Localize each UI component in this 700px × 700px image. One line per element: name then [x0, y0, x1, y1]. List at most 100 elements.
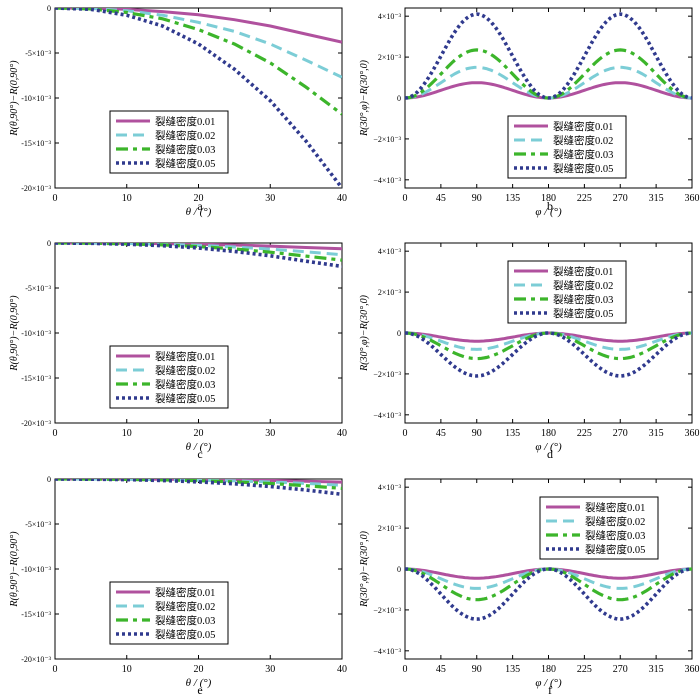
legend-label: 裂缝密度0.01	[155, 586, 215, 599]
legend-label: 裂缝密度0.03	[553, 293, 613, 306]
x-tick-label: 0	[53, 193, 58, 204]
x-tick-label: 0	[403, 428, 408, 439]
x-tick-label: 360	[685, 193, 700, 204]
series-line-d003	[55, 8, 342, 116]
x-tick-label: 20	[194, 193, 204, 204]
series-line-d002	[405, 331, 692, 351]
chart-panel-c: 0 10 20 30 40 0 -5×10⁻³ -10×10⁻³ -15×10⁻³ -20×10⁻…	[9, 239, 347, 461]
panel-label: a	[197, 199, 203, 213]
x-tick-label: 40	[337, 664, 347, 675]
legend-label: 裂缝密度0.02	[553, 279, 613, 292]
y-axis-label: R(30°,φ)−R(30°,0)	[359, 294, 370, 371]
y-tick-label: −4×10⁻³	[373, 647, 401, 656]
x-tick-label: 20	[194, 664, 204, 675]
chart-panel-d: 0 45 90 135 180 225 270 315 360 4×10⁻³ 2×10⁻³ 0 −2×1…	[359, 242, 700, 461]
x-tick-label: 0	[403, 193, 408, 204]
x-tick-label: 30	[265, 664, 275, 675]
x-tick-label: 135	[505, 428, 520, 439]
x-axis-label: θ / (°)	[186, 677, 212, 689]
y-tick-label: 2×10⁻³	[378, 524, 402, 533]
legend-label: 裂缝密度0.03	[155, 614, 215, 627]
x-tick-label: 180	[541, 193, 556, 204]
legend-label: 裂缝密度0.02	[155, 129, 215, 142]
series-line-d001	[405, 331, 692, 343]
x-tick-label: 90	[472, 428, 482, 439]
legend-label: 裂缝密度0.01	[155, 115, 215, 128]
x-tick-label: 0	[53, 664, 58, 675]
x-tick-label: 45	[436, 193, 446, 204]
series-line-d005	[55, 8, 342, 188]
x-tick-label: 225	[577, 664, 592, 675]
x-axis-label: φ / (°)	[535, 677, 562, 689]
y-axis-label: R(θ,90°)−R(0,90°)	[9, 531, 20, 608]
y-tick-label: 0	[397, 94, 401, 103]
panel-label: e	[197, 683, 202, 697]
chart-panel-b: 0 45 90 135 180 225 270 315 360 4×10⁻³ 2×10⁻³ 0 −2×1…	[359, 7, 700, 218]
y-tick-label: -20×10⁻³	[21, 419, 51, 428]
series-line-d003	[55, 479, 342, 490]
x-tick-label: 30	[265, 193, 275, 204]
series-line-d002	[55, 8, 342, 79]
legend-label: 裂缝密度0.03	[155, 143, 215, 156]
y-tick-label: −4×10⁻³	[373, 411, 401, 420]
series-line-d002	[55, 479, 342, 487]
x-tick-label: 225	[577, 428, 592, 439]
series-line-d005	[405, 12, 692, 100]
y-axis-label: R(θ,90°)−R(0,90°)	[9, 60, 20, 137]
y-tick-label: 4×10⁻³	[378, 483, 402, 492]
series-line-d005	[405, 567, 692, 621]
chart-panel-a: 0 10 20 30 40 0 -5×10⁻³ -10×10⁻³ -15×10⁻³ -20×10⁻…	[9, 4, 347, 218]
chart-panel-f: 0 45 90 135 180 225 270 315 360 4×10⁻³ 2×10⁻³ 0 −2×1…	[359, 478, 700, 697]
y-tick-label: -10×10⁻³	[21, 565, 51, 574]
x-tick-label: 135	[505, 193, 520, 204]
x-tick-label: 180	[541, 664, 556, 675]
y-axis-label: R(30°,φ)−R(30°,0)	[359, 530, 370, 607]
legend-label: 裂缝密度0.01	[553, 120, 613, 133]
x-tick-label: 40	[337, 193, 347, 204]
x-tick-label: 360	[685, 664, 700, 675]
y-axis-label: R(θ,90°)−R(0,90°)	[9, 295, 20, 372]
x-tick-label: 180	[541, 428, 556, 439]
legend-label: 裂缝密度0.02	[553, 134, 613, 147]
y-tick-label: -15×10⁻³	[21, 374, 51, 383]
series-line-d003	[405, 567, 692, 602]
legend-label: 裂缝密度0.05	[553, 307, 613, 320]
legend-label: 裂缝密度0.05	[553, 162, 613, 175]
y-tick-label: -10×10⁻³	[21, 329, 51, 338]
x-tick-label: 270	[613, 664, 628, 675]
x-tick-label: 270	[613, 193, 628, 204]
x-tick-label: 10	[122, 664, 132, 675]
series-line-d001	[55, 8, 342, 44]
x-tick-label: 360	[685, 428, 700, 439]
chart-panel-e: 0 10 20 30 40 0 -5×10⁻³ -10×10⁻³ -15×10⁻³ -20×10⁻…	[9, 475, 347, 697]
y-tick-label: -15×10⁻³	[21, 139, 51, 148]
panel-label: b	[547, 199, 553, 213]
x-tick-label: 0	[403, 664, 408, 675]
x-tick-label: 0	[53, 428, 58, 439]
y-tick-label: -5×10⁻³	[25, 284, 51, 293]
x-axis-label: θ / (°)	[186, 441, 212, 453]
x-tick-label: 225	[577, 193, 592, 204]
x-tick-label: 90	[472, 664, 482, 675]
panel-label: d	[547, 447, 553, 461]
panel-label: c	[197, 447, 202, 461]
legend-label: 裂缝密度0.01	[155, 350, 215, 363]
x-tick-label: 45	[436, 664, 446, 675]
legend-label: 裂缝密度0.03	[155, 378, 215, 391]
x-tick-label: 30	[265, 428, 275, 439]
x-axis-label: φ / (°)	[535, 206, 562, 218]
series-line-d002	[405, 65, 692, 100]
x-tick-label: 270	[613, 428, 628, 439]
legend-label: 裂缝密度0.05	[155, 157, 215, 170]
x-tick-label: 20	[194, 428, 204, 439]
legend-label: 裂缝密度0.05	[585, 543, 645, 556]
x-tick-label: 40	[337, 428, 347, 439]
x-tick-label: 315	[649, 428, 664, 439]
y-tick-label: 4×10⁻³	[378, 12, 402, 21]
y-tick-label: 0	[47, 4, 51, 13]
